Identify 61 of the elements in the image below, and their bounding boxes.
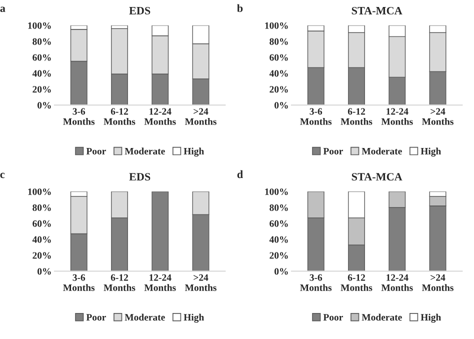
x-tick-label: 12-24 Months: [144, 108, 176, 125]
y-tick-label: 60%: [32, 220, 51, 227]
text: b: [237, 4, 243, 12]
legend-label: High: [184, 148, 204, 157]
chart-title: STA-MCA: [352, 173, 402, 181]
legend-label: Moderate: [124, 314, 165, 321]
x-tick-label: 12-24 Months: [381, 274, 413, 291]
x-tick-label: >24 Months: [185, 274, 216, 291]
y-tick-label: 20%: [32, 86, 51, 93]
legend-label: Moderate: [362, 314, 402, 321]
legend-label: Moderate: [362, 148, 402, 154]
x-tick-label: 12-24 Months: [144, 274, 176, 291]
y-tick-label: 0%: [274, 268, 288, 275]
x-tick-label: 12-24 Months: [381, 108, 413, 125]
y-tick-label: 40%: [269, 70, 288, 77]
y-tick-label: 80%: [32, 204, 51, 211]
x-tick-label: 6-12 Months: [340, 108, 372, 125]
x-tick-label: >24 Months: [422, 108, 454, 125]
legend-label: Poor: [323, 314, 343, 321]
y-tick-label: 100%: [265, 22, 288, 29]
x-tick-label: 3-6 Months: [63, 108, 95, 125]
y-tick-label: 60%: [32, 54, 51, 61]
legend-label: Poor: [323, 148, 343, 154]
y-tick-label: 80%: [270, 204, 288, 211]
legend-label: Poor: [86, 148, 106, 154]
bar: [152, 192, 169, 272]
chart-title: EDS: [129, 6, 150, 14]
y-tick-label: 20%: [270, 86, 288, 93]
x-tick-label: 3-6 Months: [300, 274, 332, 291]
x-tick-label: 3-6 Months: [63, 274, 95, 291]
y-tick-label: 20%: [32, 252, 51, 259]
text: a: [0, 6, 6, 12]
y-tick-label: 80%: [32, 38, 51, 45]
chart-title: STA-MCA: [352, 6, 402, 14]
legend-label: High: [184, 314, 204, 323]
legend-label: High: [420, 148, 441, 157]
y-tick-label: 60%: [270, 54, 288, 61]
y-tick-label: 60%: [270, 220, 288, 227]
y-tick-label: 100%: [265, 188, 288, 196]
x-tick-label: 3-6 Months: [300, 108, 332, 125]
y-tick-label: 40%: [32, 70, 51, 77]
y-tick-label: 0%: [38, 102, 51, 109]
x-tick-label: 6-12 Months: [340, 274, 372, 291]
y-tick-label: 80%: [270, 38, 288, 45]
x-tick-label: >24 Months: [422, 274, 454, 291]
legend-label: Poor: [86, 314, 106, 321]
x-tick-label: 6-12 Months: [104, 274, 136, 291]
y-tick-label: 100%: [28, 188, 51, 196]
legend-label: Moderate: [124, 148, 165, 154]
legend-label: High: [420, 314, 441, 323]
y-tick-label: 40%: [32, 236, 51, 243]
y-tick-label: 100%: [28, 22, 51, 29]
x-tick-label: >24 Months: [185, 108, 216, 125]
text: c: [0, 172, 5, 178]
y-tick-label: 0%: [38, 268, 51, 275]
text: d: [237, 170, 243, 178]
y-tick-label: 0%: [274, 102, 288, 109]
x-tick-label: 6-12 Months: [104, 108, 136, 125]
y-tick-label: 20%: [270, 252, 288, 259]
y-tick-label: 40%: [269, 236, 288, 243]
chart-title: EDS: [129, 173, 150, 181]
